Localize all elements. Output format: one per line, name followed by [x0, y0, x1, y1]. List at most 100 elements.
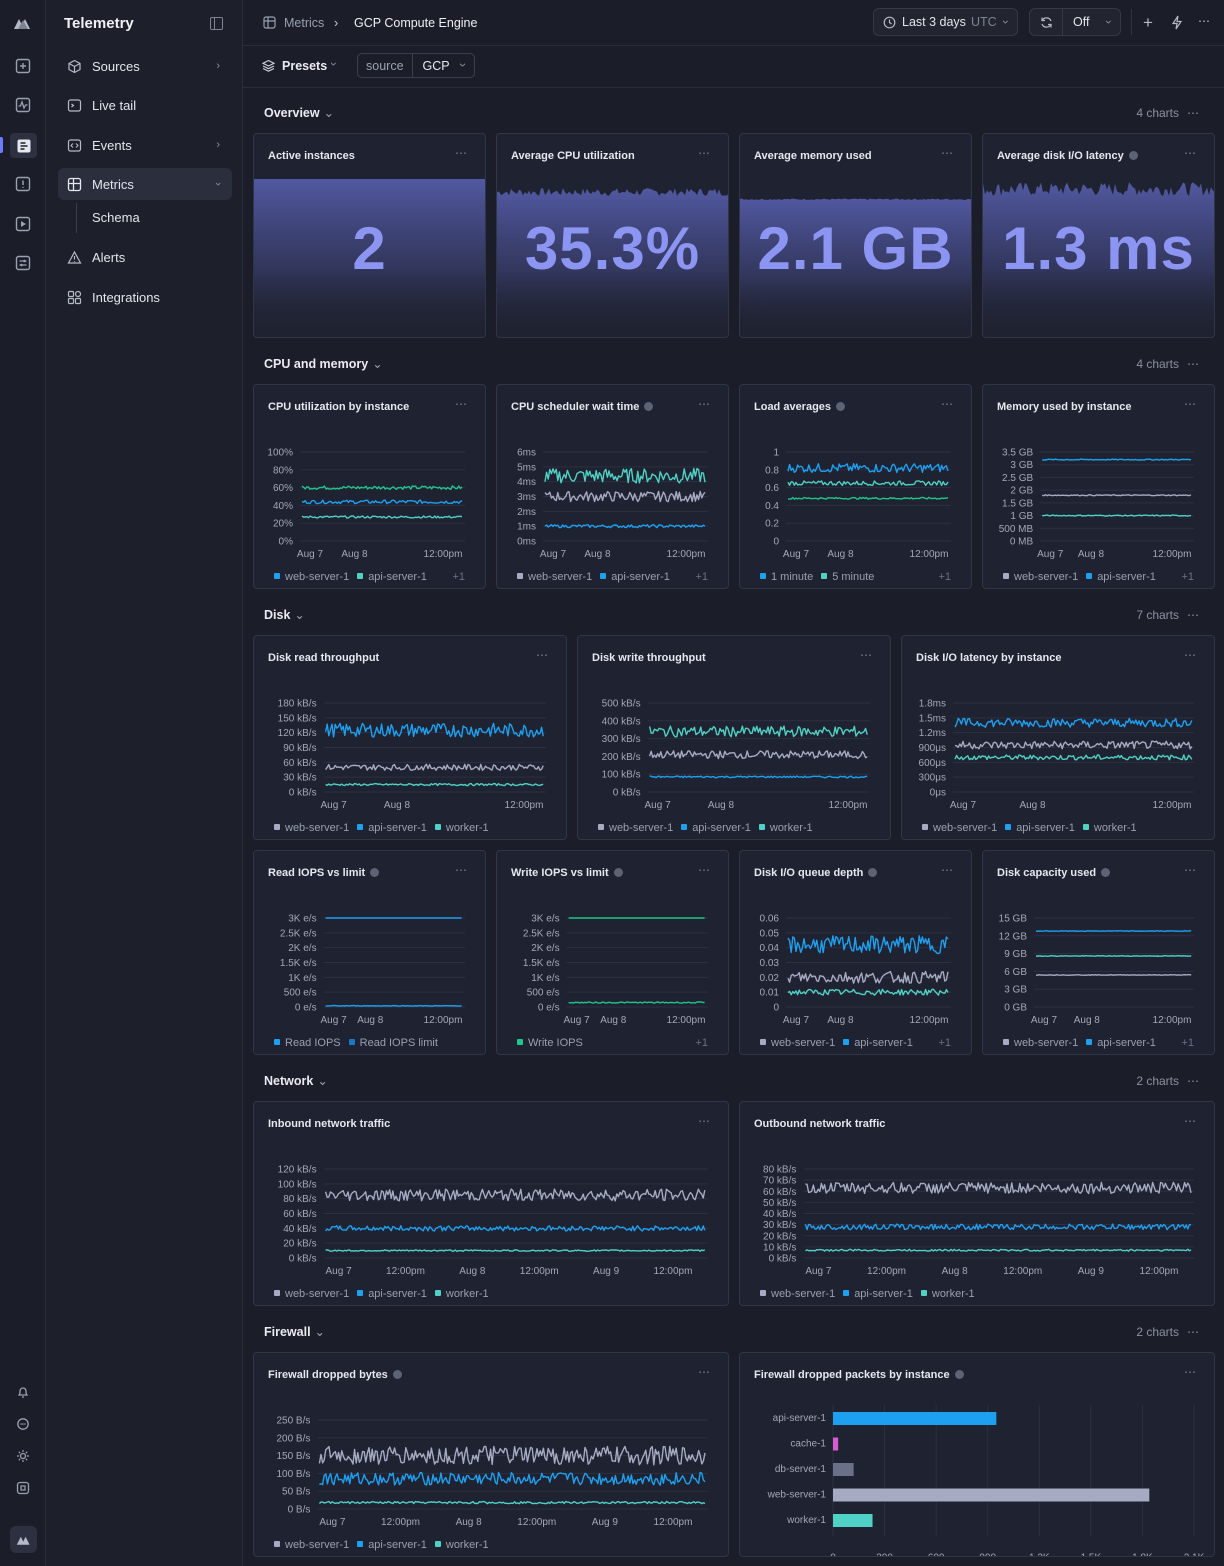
legend-more[interactable]: +1 [452, 571, 465, 583]
series-line-worker-1[interactable] [805, 1248, 1192, 1252]
legend-item[interactable]: web-server-1 [274, 1539, 349, 1551]
lightning-icon[interactable] [1171, 15, 1183, 33]
series-line-unnamed[interactable] [1035, 955, 1192, 957]
sidebar-item-sources[interactable]: Sources › [58, 50, 232, 82]
legend-item[interactable]: 5 minute [821, 571, 874, 583]
series-line-api-server-1[interactable] [319, 1471, 706, 1486]
more-options-icon[interactable]: ⋯ [1184, 397, 1197, 411]
series-line-api-server-1[interactable] [787, 935, 949, 955]
sidebar-item-alerts[interactable]: Alerts [58, 241, 232, 273]
more-options-icon[interactable]: ⋯ [698, 1365, 711, 1379]
legend-more[interactable]: +1 [1181, 1037, 1194, 1049]
info-icon[interactable] [392, 1370, 402, 1379]
legend-item[interactable]: api-server-1 [357, 1539, 427, 1551]
series-line-unnamed[interactable] [544, 467, 706, 484]
more-options-icon[interactable]: ⋯ [1187, 608, 1200, 622]
legend-item[interactable]: Write IOPS [517, 1037, 583, 1049]
sidebar-item-events[interactable]: Events › [58, 129, 232, 161]
presets-button[interactable]: Presets [282, 59, 328, 73]
legend-item[interactable]: web-server-1 [760, 1037, 835, 1049]
legend-item[interactable]: worker-1 [1082, 822, 1137, 834]
legend-item[interactable]: web-server-1 [598, 822, 673, 834]
refresh-control[interactable]: Off › [1029, 8, 1121, 36]
bar-cache-1[interactable] [833, 1437, 839, 1451]
series-line-web-server-1[interactable] [954, 740, 1193, 750]
series-line-1-minute[interactable] [787, 463, 949, 474]
sidebar-item-integrations[interactable]: Integrations [58, 281, 232, 313]
info-icon[interactable] [613, 868, 623, 877]
series-line-worker-1[interactable] [325, 1249, 706, 1252]
series-line-unnamed[interactable] [788, 496, 949, 500]
series-line-api-server-1[interactable] [1042, 458, 1191, 461]
legend-item[interactable]: web-server-1 [274, 822, 349, 834]
series-line-unnamed[interactable] [1042, 514, 1192, 517]
series-line-worker-1[interactable] [318, 1500, 706, 1505]
series-line-api-server-1[interactable] [1035, 930, 1192, 932]
legend-item[interactable]: web-server-1 [517, 571, 592, 583]
series-line-api-server-1[interactable] [301, 499, 463, 505]
section-firewall[interactable]: Firewall ⌄ [264, 1324, 325, 1339]
legend-item[interactable]: web-server-1 [760, 1288, 835, 1300]
series-line-5-minute[interactable] [787, 480, 949, 487]
legend-item[interactable]: worker-1 [920, 1288, 975, 1300]
series-line-write-iops[interactable] [568, 1001, 705, 1004]
legend-item[interactable]: api-server-1 [681, 822, 751, 834]
more-options-icon[interactable]: ⋯ [698, 863, 711, 877]
info-icon[interactable] [954, 1370, 964, 1379]
legend-item[interactable]: web-server-1 [274, 571, 349, 583]
legend-item[interactable]: worker-1 [434, 1539, 489, 1551]
more-options-icon[interactable]: ⋯ [1184, 863, 1197, 877]
logo-icon[interactable] [13, 13, 33, 33]
series-line-web-server-1[interactable] [648, 750, 868, 760]
source-filter[interactable]: source GCP › [357, 53, 475, 78]
series-line-web-server-1[interactable] [318, 1445, 706, 1466]
series-line-web-server-1[interactable] [324, 1188, 706, 1202]
activity-icon[interactable] [13, 95, 33, 115]
series-line-web-server-1[interactable] [805, 1181, 1192, 1195]
bar-worker-1[interactable] [833, 1514, 873, 1527]
more-options-icon[interactable]: ⋯ [1187, 1325, 1200, 1339]
series-line-web-server-1[interactable] [301, 485, 463, 491]
legend-item[interactable]: api-server-1 [843, 1037, 913, 1049]
legend-more[interactable]: +1 [695, 571, 708, 583]
legend-item[interactable]: worker-1 [758, 822, 813, 834]
legend-item[interactable]: web-server-1 [922, 822, 997, 834]
info-icon[interactable] [644, 402, 654, 411]
section-cpu-memory[interactable]: CPU and memory ⌄ [264, 356, 383, 371]
more-options-icon[interactable]: ⋯ [455, 146, 468, 160]
breadcrumb-root[interactable]: Metrics [284, 16, 325, 30]
series-line-api-server-1[interactable] [954, 717, 1193, 728]
series-line-unnamed[interactable] [301, 515, 463, 519]
more-options-icon[interactable]: ⋯ [455, 397, 468, 411]
more-options-icon[interactable]: ⋯ [941, 863, 954, 877]
series-line-web-server-1[interactable] [787, 970, 949, 984]
account-avatar[interactable] [10, 1526, 37, 1553]
time-range-picker[interactable]: Last 3 days UTC › [873, 8, 1018, 36]
legend-item[interactable]: api-server-1 [1086, 1037, 1156, 1049]
series-line-worker-1[interactable] [325, 782, 544, 787]
sidebar-item-live-tail[interactable]: Live tail [58, 89, 232, 121]
add-icon[interactable]: + [1143, 13, 1153, 32]
series-line-api-server-1[interactable] [804, 1223, 1192, 1231]
more-options-icon[interactable]: ⋯ [1184, 146, 1197, 160]
legend-item[interactable]: Read IOPS [274, 1037, 341, 1049]
sidebar-item-metrics[interactable]: Metrics › [58, 168, 232, 200]
settings-sliders-icon[interactable] [13, 253, 33, 273]
more-options-icon[interactable]: ⋯ [455, 863, 468, 877]
legend-item[interactable]: api-server-1 [600, 571, 670, 583]
more-options-icon[interactable]: ⋯ [698, 397, 711, 411]
info-icon[interactable] [1128, 151, 1138, 160]
more-options-icon[interactable]: ⋯ [536, 648, 549, 662]
sidebar-item-schema[interactable]: Schema [92, 210, 140, 225]
legend-item[interactable]: api-server-1 [843, 1288, 913, 1300]
series-line-api-server-1[interactable] [544, 524, 706, 529]
section-network[interactable]: Network ⌄ [264, 1073, 328, 1088]
more-options-icon[interactable]: ⋯ [1187, 1074, 1200, 1088]
chat-icon[interactable] [13, 1414, 33, 1434]
bar-api-server-1[interactable] [833, 1412, 997, 1425]
bell-icon[interactable] [13, 1382, 33, 1402]
legend-more[interactable]: +1 [938, 571, 951, 583]
more-options-icon[interactable]: ⋯ [1187, 106, 1200, 120]
series-line-web-server-1[interactable] [1036, 974, 1192, 976]
legend-item[interactable]: web-server-1 [1003, 1037, 1078, 1049]
